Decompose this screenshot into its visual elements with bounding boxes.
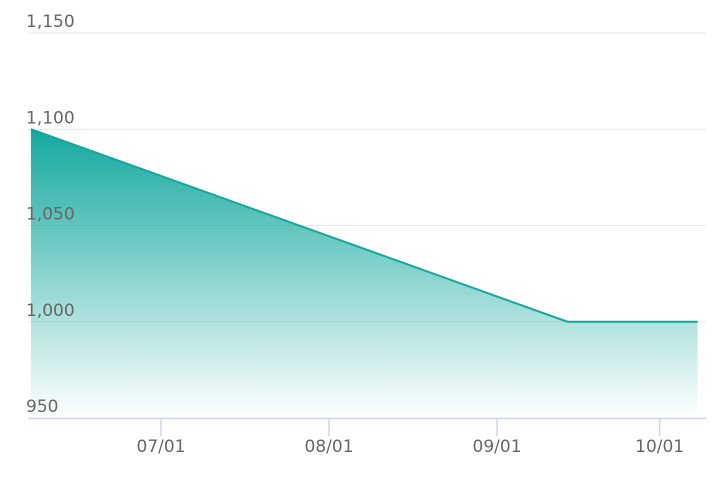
x-tick-label: 09/01 — [473, 437, 522, 457]
series-line — [30, 128, 698, 323]
x-tick-label: 10/01 — [635, 437, 684, 457]
x-tick-label: 08/01 — [305, 437, 354, 457]
y-tick-label: 1,100 — [26, 108, 75, 128]
y-tick-label: 1,150 — [26, 12, 75, 32]
area-fill — [30, 129, 698, 418]
x-tick-label: 07/01 — [137, 437, 186, 457]
y-tick-label: 1,000 — [26, 301, 75, 321]
y-tick-label: 1,050 — [26, 205, 75, 225]
y-tick-label: 950 — [26, 397, 58, 417]
